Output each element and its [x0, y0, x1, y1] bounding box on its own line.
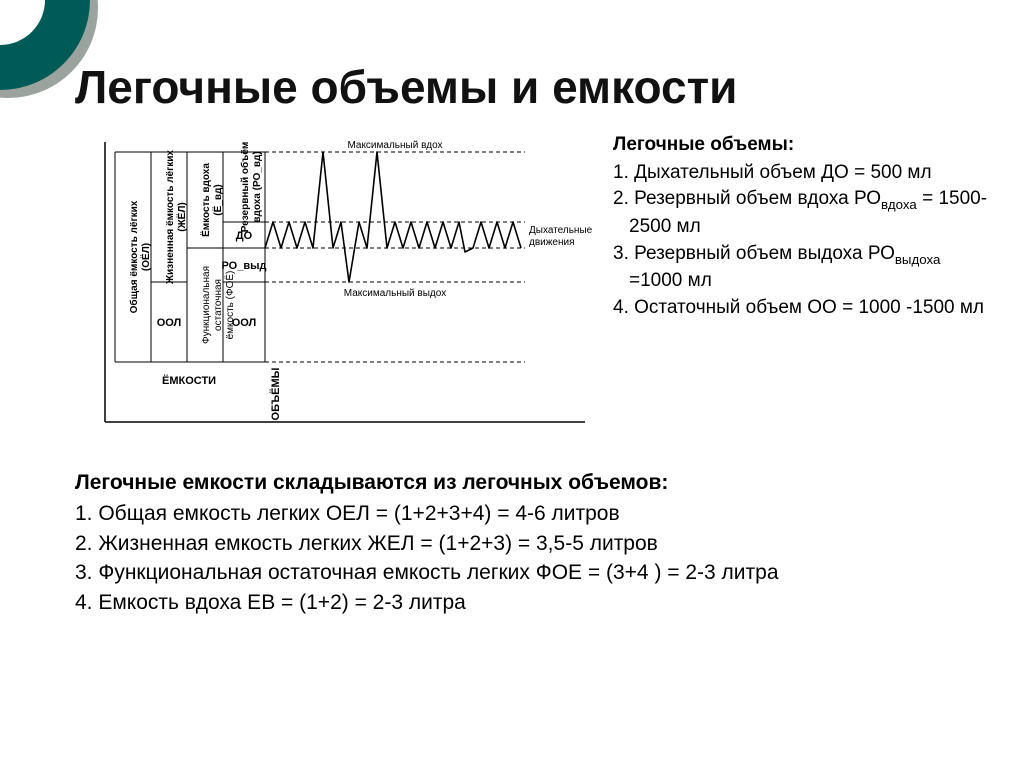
volumes-list: Легочные объемы: 1. Дыхательный объем ДО… — [613, 132, 994, 322]
svg-text:ЁМКОСТИ: ЁМКОСТИ — [162, 374, 216, 387]
capacities-line: 2. Жизненная емкость легких ЖЕЛ = (1+2+3… — [75, 529, 994, 558]
svg-text:(Ё_вд): (Ё_вд) — [211, 184, 224, 215]
svg-text:Функциональная: Функциональная — [201, 266, 212, 344]
capacities-block: Легочные емкости складываются из легочны… — [75, 468, 994, 617]
lung-volumes-diagram: Общая ёмкость лёгких(ОЁЛ) Жизненная ёмкос… — [75, 132, 595, 442]
svg-text:ООЛ: ООЛ — [157, 317, 182, 329]
slide-content: Легочные объемы и емкости Общая ёмкость … — [75, 60, 994, 617]
svg-text:Максимальный вдох: Максимальный вдох — [347, 140, 442, 151]
svg-text:вдоха (РО_вд): вдоха (РО_вд) — [252, 151, 263, 222]
diagram-svg: Общая ёмкость лёгких(ОЁЛ) Жизненная ёмкос… — [75, 132, 595, 442]
volumes-item: 2. Резервный объем вдоха РОвдоха = 1500-… — [613, 186, 994, 239]
svg-text:Резервный объём: Резервный объём — [239, 142, 251, 233]
svg-text:Ёмкость вдоха: Ёмкость вдоха — [199, 163, 212, 237]
capacities-line: 3. Функциональная остаточная емкость лег… — [75, 558, 994, 587]
svg-text:РО_выд: РО_выд — [221, 260, 266, 272]
svg-text:Жизненная ёмкость лёгких: Жизненная ёмкость лёгких — [165, 150, 176, 285]
capacities-header: Легочные емкости складываются из легочны… — [75, 468, 994, 497]
svg-text:остаточная: остаточная — [213, 279, 224, 331]
capacities-line: 1. Общая емкость легких ОЕЛ = (1+2+3+4) … — [75, 499, 994, 528]
svg-text:ДО: ДО — [236, 230, 253, 242]
volumes-item: 4. Остаточный объем ОО = 1000 -1500 мл — [613, 295, 994, 321]
capacities-lines: 1. Общая емкость легких ОЕЛ = (1+2+3+4) … — [75, 499, 994, 617]
svg-text:(ОЁЛ): (ОЁЛ) — [139, 243, 152, 271]
svg-text:ОБЪЁМЫ: ОБЪЁМЫ — [269, 367, 282, 420]
volumes-items: 1. Дыхательный объем ДО = 500 мл2. Резер… — [613, 160, 994, 321]
svg-text:ёмкость (ФОЁ): ёмкость (ФОЁ) — [224, 271, 236, 340]
volumes-item: 1. Дыхательный объем ДО = 500 мл — [613, 160, 994, 186]
svg-text:Общая ёмкость лёгких: Общая ёмкость лёгких — [128, 200, 140, 313]
volumes-item: 3. Резервный объем выдоха РОвыдоха =1000… — [613, 241, 994, 294]
svg-text:движения: движения — [529, 237, 575, 248]
svg-text:ООЛ: ООЛ — [232, 317, 257, 329]
svg-text:Дыхательные: Дыхательные — [529, 225, 593, 236]
capacities-line: 4. Емкость вдоха ЕВ = (1+2) = 2-3 литра — [75, 588, 994, 617]
svg-text:Максимальный выдох: Максимальный выдох — [344, 288, 446, 299]
volumes-header: Легочные объемы: — [613, 132, 994, 158]
svg-text:(ЖЁЛ): (ЖЁЛ) — [175, 202, 188, 231]
slide-title: Легочные объемы и емкости — [75, 60, 994, 114]
middle-row: Общая ёмкость лёгких(ОЁЛ) Жизненная ёмкос… — [75, 132, 994, 442]
